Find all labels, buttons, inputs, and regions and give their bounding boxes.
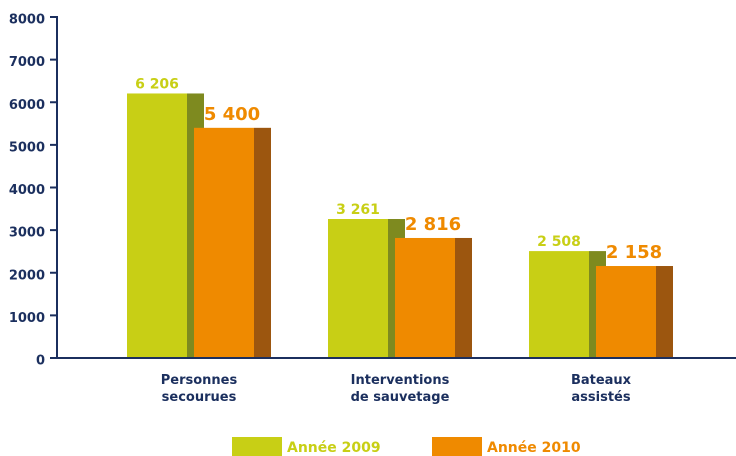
x-tick-label: Interventions de sauvetage — [351, 373, 450, 405]
y-tick-label: 0 — [36, 354, 45, 369]
y-tick-label: 6000 — [9, 98, 45, 113]
bar-side — [254, 127, 271, 358]
legend-label: Année 2009 — [287, 440, 381, 456]
bar — [395, 237, 455, 358]
bar — [127, 93, 187, 359]
value-label: 3 261 — [336, 202, 380, 218]
legend-swatch — [432, 437, 482, 456]
value-label: 6 206 — [135, 76, 179, 92]
x-tick-label-line: Interventions — [351, 373, 450, 388]
x-tick-label: Personnes secourues — [161, 373, 238, 405]
legend-label: Année 2010 — [487, 440, 581, 456]
x-tick-label-line: de sauvetage — [351, 390, 450, 405]
bar-side — [656, 266, 673, 358]
y-tick-label: 2000 — [9, 268, 45, 283]
y-tick-label: 1000 — [9, 311, 45, 326]
x-tick-label: Bateaux assistés — [571, 373, 632, 405]
value-label: 2 158 — [606, 242, 662, 263]
bar — [194, 127, 254, 358]
x-tick-label-line: Bateaux — [571, 373, 632, 388]
bar — [328, 218, 388, 358]
value-label: 2 508 — [537, 234, 581, 250]
value-label: 5 400 — [204, 104, 260, 125]
x-tick-label-line: secourues — [162, 390, 237, 405]
y-tick-label: 5000 — [9, 140, 45, 155]
y-tick-label: 4000 — [9, 183, 45, 198]
bar — [596, 266, 656, 358]
y-tick-label: 7000 — [9, 55, 45, 70]
legend-swatch — [232, 437, 282, 456]
y-tick-label: 3000 — [9, 226, 45, 241]
bar — [529, 251, 589, 358]
y-tick-label: 8000 — [9, 13, 45, 28]
bar-side — [455, 237, 472, 358]
x-tick-label-line: Personnes — [161, 373, 238, 388]
value-label: 2 816 — [405, 214, 461, 235]
x-tick-label-line: assistés — [571, 390, 630, 405]
